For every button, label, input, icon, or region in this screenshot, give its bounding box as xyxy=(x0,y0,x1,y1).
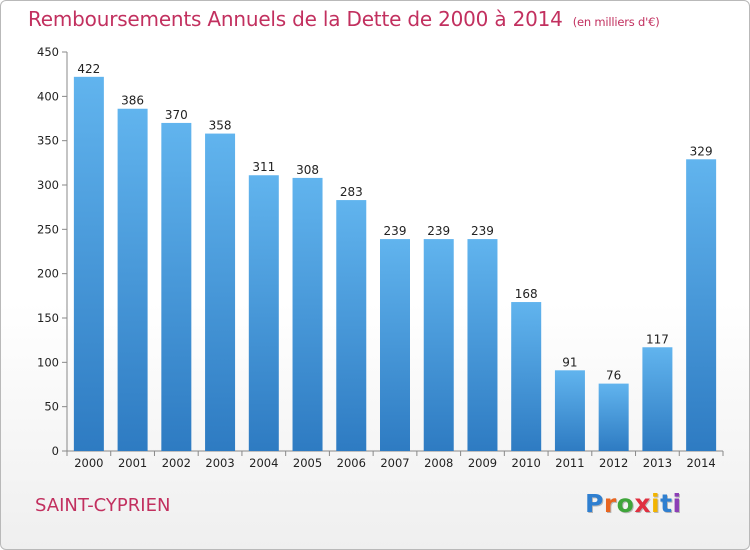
logo-letter: i xyxy=(651,489,661,518)
chart-title: Remboursements Annuels de la Dette de 20… xyxy=(28,7,660,31)
value-label-2002: 370 xyxy=(165,108,188,122)
chart-value-labels: 422 386 370 358 311 308 283 239 239 239 168 91 76 117… xyxy=(77,62,712,383)
x-tick-label: 2001 xyxy=(118,456,147,470)
logo-letter: x xyxy=(634,489,651,518)
value-label-2011: 91 xyxy=(562,355,577,369)
y-tick-label: 350 xyxy=(37,134,59,148)
x-tick-label: 2003 xyxy=(205,456,234,470)
chart-axes: 0 50 100 150 200 250 300 350 400 450 2000 2001 2002 2… xyxy=(37,45,724,470)
bar-2004 xyxy=(248,175,279,451)
bar-2005 xyxy=(292,177,323,451)
y-tick-label: 300 xyxy=(37,178,59,192)
value-label-2014: 329 xyxy=(690,144,713,158)
x-tick-label: 2006 xyxy=(337,456,366,470)
value-label-2004: 311 xyxy=(252,160,275,174)
x-tick-label: 2010 xyxy=(512,456,541,470)
value-label-2010: 168 xyxy=(515,287,538,301)
bar-2009 xyxy=(467,239,498,451)
value-label-2001: 386 xyxy=(121,94,144,108)
bar-2014 xyxy=(686,159,717,451)
chart-unit: (en milliers d'€) xyxy=(572,15,660,29)
logo-letter: t xyxy=(660,489,673,518)
value-label-2005: 308 xyxy=(296,163,319,177)
y-tick-label: 50 xyxy=(44,400,59,414)
y-tick-label: 150 xyxy=(37,311,59,325)
x-tick-label: 2007 xyxy=(380,456,409,470)
x-tick-label: 2014 xyxy=(686,456,715,470)
x-tick-label: 2005 xyxy=(293,456,322,470)
value-label-2007: 239 xyxy=(384,224,407,238)
x-tick-label: 2002 xyxy=(162,456,191,470)
x-tick-label: 2013 xyxy=(643,456,672,470)
value-label-2012: 76 xyxy=(606,369,621,383)
bar-2001 xyxy=(117,108,148,451)
logo-letter: o xyxy=(616,489,635,518)
bar-2003 xyxy=(205,133,236,451)
bar-2007 xyxy=(380,239,410,451)
chart-bars xyxy=(73,76,717,452)
y-tick-label: 100 xyxy=(37,355,59,369)
y-tick-label: 450 xyxy=(37,45,59,59)
bar-2011 xyxy=(554,370,585,451)
value-label-2000: 422 xyxy=(77,62,100,76)
value-label-2008: 239 xyxy=(427,224,450,238)
chart-title-text: Remboursements Annuels de la Dette de 20… xyxy=(28,7,563,31)
x-tick-label: 2004 xyxy=(249,456,278,470)
y-tick-label: 200 xyxy=(37,267,59,281)
bar-2008 xyxy=(423,239,454,451)
x-tick-label: 2009 xyxy=(468,456,497,470)
logo-letter: r xyxy=(603,489,617,518)
x-tick-label: 2011 xyxy=(555,456,584,470)
bar-2010 xyxy=(511,302,542,451)
bar-2012 xyxy=(598,383,629,451)
proxiti-logo: Proxiti xyxy=(585,489,682,518)
bar-2006 xyxy=(336,200,367,451)
logo-letter: P xyxy=(585,489,604,518)
bar-2002 xyxy=(161,122,192,451)
commune-name: SAINT-CYPRIEN xyxy=(35,495,171,516)
value-label-2009: 239 xyxy=(471,224,494,238)
x-tick-label: 2012 xyxy=(599,456,628,470)
bar-2013 xyxy=(642,347,673,451)
value-label-2003: 358 xyxy=(209,119,232,133)
y-tick-label: 0 xyxy=(52,444,59,458)
x-tick-label: 2000 xyxy=(74,456,103,470)
x-tick-label: 2008 xyxy=(424,456,453,470)
logo-letter: i xyxy=(672,489,682,518)
bar-2000 xyxy=(73,76,104,452)
value-label-2006: 283 xyxy=(340,185,363,199)
y-tick-label: 250 xyxy=(37,222,59,236)
value-label-2013: 117 xyxy=(646,332,669,346)
y-tick-label: 400 xyxy=(37,89,59,103)
